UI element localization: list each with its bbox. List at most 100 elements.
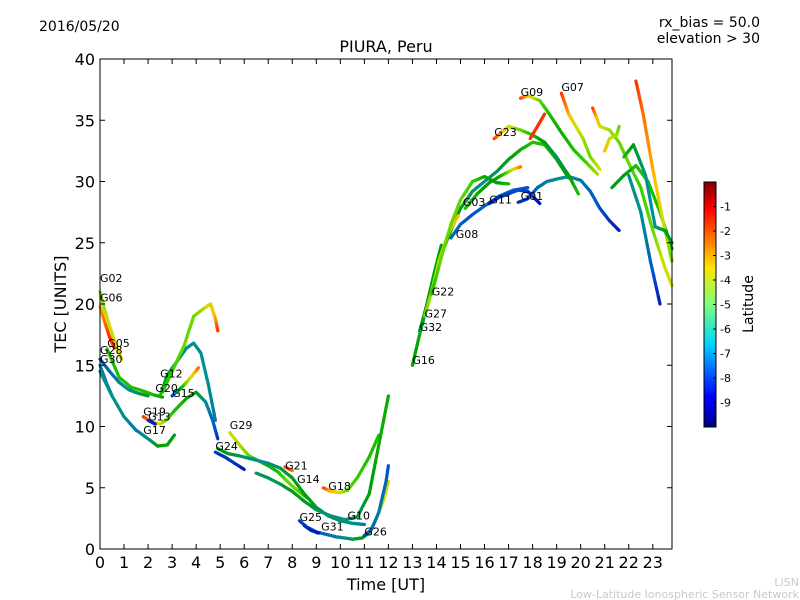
x-tick-label: 20 [570, 553, 590, 572]
rx-bias-label: rx_bias = 50.0 [659, 15, 760, 31]
trace-segment [593, 170, 600, 176]
trace-segment [596, 165, 602, 171]
chart-title: PIURA, Peru [339, 37, 432, 56]
prn-label: G32 [420, 321, 443, 334]
prn-label: G21 [285, 459, 308, 472]
prn-label: G01 [521, 190, 544, 203]
series-G13 [146, 418, 157, 426]
x-tick-label: 21 [595, 553, 615, 572]
x-tick-label: 13 [402, 553, 422, 572]
colorbar-tick-label: -2 [720, 225, 731, 238]
trace-segment [111, 344, 117, 350]
prn-label: G07 [561, 81, 584, 94]
prn-label: G27 [425, 308, 448, 321]
y-tick-label: 15 [75, 356, 95, 375]
x-tick-label: 11 [354, 553, 374, 572]
trace-segment [575, 189, 580, 196]
x-tick-label: 6 [239, 553, 249, 572]
trace-segment [385, 394, 390, 406]
series-G37 [622, 143, 674, 245]
x-tick-label: 1 [119, 553, 129, 572]
colorbar-tick-label: -9 [720, 397, 731, 410]
prn-label: G25 [300, 511, 323, 524]
x-tick-label: 12 [378, 553, 398, 572]
x-tick-label: 15 [450, 553, 470, 572]
trace-segment [375, 433, 381, 441]
prn-label: G05 [107, 337, 130, 350]
trace-segment [152, 421, 157, 426]
series-G26 [362, 464, 390, 538]
prn-label: G15 [172, 387, 195, 400]
series-G10 [254, 394, 390, 522]
y-tick-label: 30 [75, 173, 95, 192]
chart-date: 2016/05/20 [39, 19, 120, 35]
series-G20 [160, 302, 220, 394]
trace-segment [537, 201, 542, 206]
series-G22 [430, 175, 511, 296]
y-tick-label: 10 [75, 418, 95, 437]
series-G34 [610, 164, 674, 251]
trace-segment [171, 433, 177, 439]
y-axis-label: TEC [UNITS] [51, 256, 70, 354]
prn-label: G03 [463, 196, 486, 209]
prn-label: G17 [143, 424, 166, 437]
series-G07 [559, 91, 602, 171]
series-G33 [591, 106, 674, 288]
series-G25 [297, 480, 390, 541]
x-tick-label: 18 [522, 553, 542, 572]
prn-label: G10 [348, 510, 371, 523]
prn-label: G30 [100, 353, 123, 366]
series-layer [98, 79, 674, 541]
trace-segment [386, 480, 390, 487]
series-G09 [518, 94, 600, 176]
trace-segment [656, 295, 662, 306]
series-G03 [463, 165, 523, 210]
series-G23 [492, 124, 580, 196]
colorbar-tick-label: -1 [720, 201, 731, 214]
x-tick-label: 7 [263, 553, 273, 572]
trace-segment [438, 243, 443, 252]
y-tick-label: 5 [85, 479, 95, 498]
prn-label: G24 [215, 440, 238, 453]
elevation-label: elevation > 30 [657, 31, 760, 47]
series-G21 [283, 465, 294, 473]
series-G27 [422, 214, 460, 318]
y-tick-label: 40 [75, 50, 95, 69]
trace-segment [215, 434, 220, 441]
x-tick-label: 17 [498, 553, 518, 572]
series-G15 [170, 366, 201, 398]
trace-segment [196, 366, 201, 371]
prn-label: G14 [297, 473, 320, 486]
prn-label: G18 [328, 480, 351, 493]
series-G18 [321, 433, 381, 495]
x-axis: 0 1 2 3 4 5 6 7 8 9 10 11 12 13 14 15 16 17 18 19 20 21 22 23 [95, 59, 663, 572]
colorbar-tick-label: -3 [720, 250, 731, 263]
prn-label: G23 [494, 126, 517, 139]
x-tick-label: 19 [546, 553, 566, 572]
trace-segment [454, 214, 460, 221]
series-G28 [98, 357, 150, 398]
trace-segment [289, 468, 294, 473]
x-axis-label: Time [UT] [346, 575, 425, 594]
series-G04 [528, 112, 547, 141]
trace-segment [212, 412, 217, 422]
colorbar-label: Latitude [741, 275, 757, 333]
y-axis: 0 5 10 15 20 25 30 35 40 [75, 50, 672, 559]
trace-segment [241, 466, 246, 471]
x-tick-label: 3 [167, 553, 177, 572]
prn-label: G16 [412, 354, 435, 367]
series-G14 [216, 447, 366, 527]
x-tick-label: 10 [330, 553, 350, 572]
prn-label: G09 [521, 86, 544, 99]
x-tick-label: 0 [95, 553, 105, 572]
x-tick-label: 2 [143, 553, 153, 572]
prn-label: G31 [321, 521, 344, 534]
y-tick-label: 35 [75, 111, 95, 130]
x-tick-label: 4 [191, 553, 201, 572]
colorbar-tick-label: -5 [720, 299, 731, 312]
colorbar-tick-label: -6 [720, 323, 731, 336]
prn-label: G22 [432, 285, 455, 298]
trace-segment [118, 354, 124, 361]
prn-label: G12 [160, 368, 183, 381]
x-tick-label: 16 [474, 553, 494, 572]
